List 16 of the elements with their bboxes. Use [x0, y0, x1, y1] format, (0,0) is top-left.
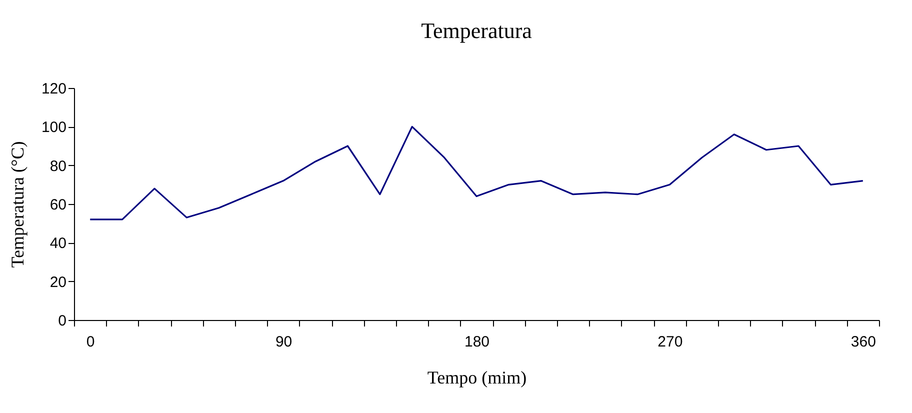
x-tick-label: 270: [658, 334, 683, 350]
y-tick-label: 80: [50, 158, 66, 175]
y-tick-label: 40: [50, 235, 66, 252]
line-series: [89, 126, 864, 220]
y-tick-label: 120: [41, 80, 66, 98]
y-tick-label: 20: [50, 274, 66, 291]
y-tick-label: 60: [50, 196, 66, 214]
x-axis-title: Tempo (mim): [427, 368, 527, 388]
y-tick-label: 100: [41, 119, 66, 136]
y-axis-title: Temperatura (°C): [7, 141, 28, 268]
x-tick-label: 360: [850, 334, 876, 350]
x-tick-label: 180: [464, 334, 490, 350]
chart-title: Temperatura: [421, 18, 532, 43]
x-tick-label: 0: [86, 334, 95, 350]
y-tick-label: 0: [58, 312, 66, 330]
x-tick-label: 90: [275, 334, 292, 350]
